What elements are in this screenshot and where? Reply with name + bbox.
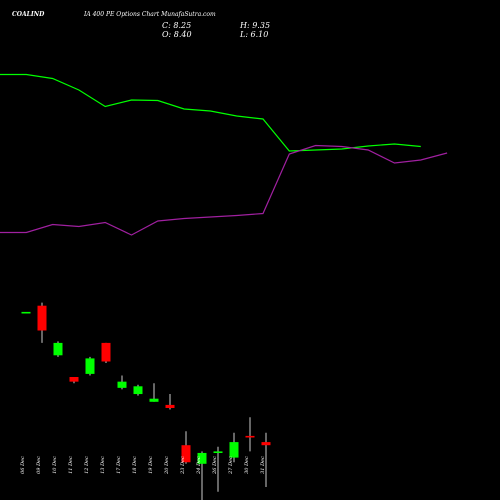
x-tick-label: 26 Dec (212, 456, 218, 475)
high-value: H: 9.35 (240, 21, 271, 30)
candle (261, 432, 271, 488)
x-tick-label: 18 Dec (132, 456, 138, 474)
candle-body (21, 311, 31, 314)
candle-body (133, 386, 143, 395)
ticker-label: COALIND (12, 11, 45, 18)
candle (149, 383, 159, 402)
candle-body (85, 358, 95, 374)
x-tick-label: 17 Dec (116, 456, 122, 474)
candle-body (117, 381, 127, 388)
x-tick-label: 20 Dec (164, 456, 170, 475)
indicator-line-2 (0, 144, 448, 236)
candle (181, 431, 191, 464)
candle (229, 432, 239, 463)
x-tick-label: 27 Dec (228, 456, 234, 475)
candle-body (229, 442, 239, 458)
candle (133, 384, 143, 396)
candle (117, 375, 127, 390)
indicator-lines (0, 73, 448, 236)
candle (101, 342, 111, 364)
close-value: C: 8.25 (162, 21, 192, 30)
candle (69, 377, 79, 384)
x-tick-label: 11 Dec (68, 456, 74, 474)
candle (85, 356, 95, 376)
candle-body (165, 404, 175, 408)
candle-body (37, 305, 47, 331)
candle-body (261, 442, 271, 446)
x-tick-label: 10 Dec (52, 456, 58, 474)
x-tick-label: 31 Dec (260, 456, 266, 474)
x-tick-label: 30 Dec (244, 456, 250, 474)
low-value: L: 6.10 (240, 30, 269, 39)
candle (53, 341, 63, 357)
candle (197, 451, 207, 500)
candle-body (197, 452, 207, 464)
open-value: O: 8.40 (162, 30, 192, 39)
candle (245, 417, 255, 452)
x-tick-label: 24 Dec (196, 456, 202, 475)
candle (37, 302, 47, 343)
candle-body (101, 342, 111, 362)
x-tick-label: 12 Dec (84, 456, 90, 474)
x-tick-label: 23 Dec (180, 456, 186, 475)
x-tick-label: 09 Dec (36, 456, 42, 474)
candle-body (149, 398, 159, 402)
x-tick-label: 06 Dec (20, 456, 26, 474)
candle-body (53, 342, 63, 356)
candle (213, 446, 223, 492)
x-tick-label: 19 Dec (148, 456, 154, 474)
candle-body (213, 451, 223, 453)
x-tick-label: 13 Dec (100, 456, 106, 474)
chart-subtitle: IA 400 PE Options Chart MunafaSutra.com (84, 11, 216, 18)
candle (165, 394, 175, 410)
x-axis-labels: 06 Dec 09 Dec 10 Dec 11 Dec 12 Dec 13 Dec 17 D… (20, 456, 266, 475)
indicator-line-1 (0, 73, 421, 152)
candle-body (181, 445, 191, 463)
candle (21, 311, 31, 314)
candle-body (245, 435, 255, 438)
candle-body (69, 377, 79, 382)
candles (21, 302, 271, 500)
